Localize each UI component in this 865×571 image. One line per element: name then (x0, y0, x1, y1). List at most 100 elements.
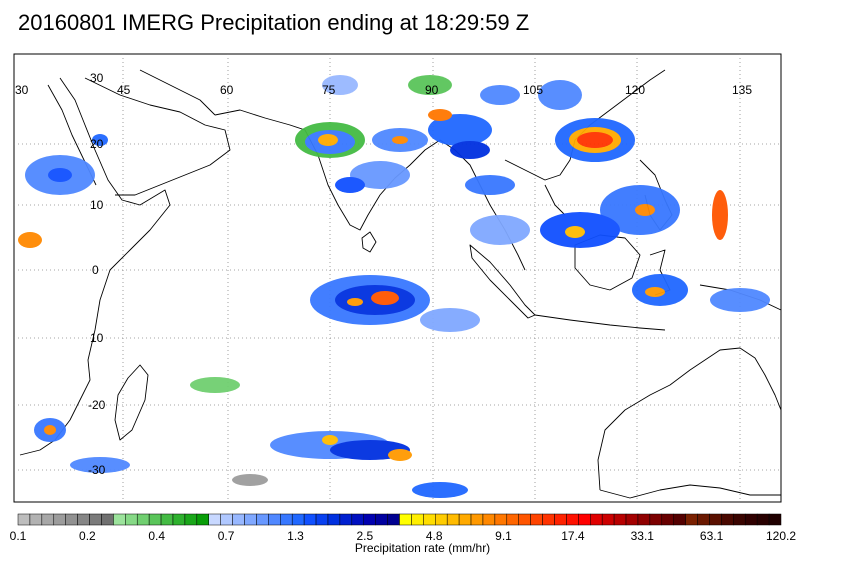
colorbar-swatch (435, 513, 448, 526)
lat-label: -30 (88, 463, 106, 477)
colorbar-tick-label: 17.4 (561, 529, 585, 543)
colorbar-swatch (101, 513, 114, 526)
colorbar-tick-label: 4.8 (426, 529, 443, 543)
colorbar-swatch (196, 513, 210, 526)
colorbar-swatch (423, 513, 436, 526)
colorbar-swatch (375, 513, 388, 526)
colorbar-swatch (518, 513, 531, 526)
colorbar-swatch (661, 513, 674, 526)
colorbar-swatch (625, 513, 639, 526)
colorbar-tick-label: 120.2 (766, 529, 796, 543)
colorbar-tick-label: 0.4 (148, 529, 165, 543)
longitude-labels: 30 30 45 60 75 90 105 120 135 (15, 71, 752, 97)
colorbar-swatch (470, 513, 484, 526)
colorbar-swatch (363, 513, 376, 526)
colorbar-swatch (768, 513, 782, 526)
colorbar-swatch (208, 513, 221, 526)
colorbar-swatch (649, 513, 663, 526)
colorbar-swatch (339, 513, 353, 526)
colorbar-swatch (113, 513, 126, 526)
colorbar-swatch (482, 513, 496, 526)
lon-label: 75 (322, 83, 336, 97)
colorbar-swatch (387, 513, 400, 526)
colorbar-tick-label: 63.1 (700, 529, 724, 543)
lon-label: 30 (15, 83, 29, 97)
colorbar-swatch (756, 513, 770, 526)
colorbar-tick-label: 2.5 (356, 529, 373, 543)
colorbar-swatch (148, 513, 162, 526)
colorbar-title: Precipitation rate (mm/hr) (354, 541, 491, 555)
colorbar-tick-label: 1.3 (287, 529, 304, 543)
lon-label: 120 (625, 83, 645, 97)
lon-label: 105 (523, 83, 543, 97)
colorbar-swatch (303, 513, 317, 526)
lat-label: 10 (90, 198, 104, 212)
colorbar-swatch (136, 513, 150, 526)
colorbar-swatch (29, 513, 43, 526)
colorbar-caption: Precipitation rate (mm/hr) (0, 541, 865, 555)
colorbar-swatch (637, 513, 651, 526)
colorbar-swatch (494, 513, 508, 526)
colorbar-swatch (280, 513, 293, 526)
colorbar-swatch (673, 513, 686, 526)
map-title: 20160801 IMERG Precipitation ending at 1… (18, 10, 530, 35)
colorbar-swatch (327, 513, 341, 526)
lon-label: 90 (425, 83, 439, 97)
colorbar-swatch (733, 513, 746, 526)
lon-label: 30 (90, 71, 104, 85)
colorbar-swatch (542, 513, 555, 526)
colorbar-swatch (125, 513, 138, 526)
colorbar-swatch (351, 513, 364, 526)
colorbar-swatches (17, 513, 782, 526)
colorbar-tick-label: 0.1 (10, 529, 27, 543)
precipitation-field (18, 75, 770, 498)
lon-label: 60 (220, 83, 234, 97)
colorbar-swatch (184, 513, 198, 526)
colorbar-swatch (578, 513, 591, 526)
colorbar-swatch (709, 513, 722, 526)
colorbar-tick-label: 33.1 (631, 529, 655, 543)
lat-label: 0 (92, 263, 99, 277)
colorbar-swatch (89, 513, 102, 526)
colorbar-swatch (65, 513, 78, 526)
colorbar-swatch (41, 513, 55, 526)
colorbar-swatch (721, 513, 734, 526)
colorbar-swatch (315, 513, 329, 526)
colorbar-swatch (697, 513, 710, 526)
colorbar-swatch (446, 513, 460, 526)
colorbar-swatch (77, 513, 90, 526)
lat-label: -20 (88, 398, 106, 412)
colorbar-swatch (506, 513, 519, 526)
colorbar-swatch (566, 513, 579, 526)
colorbar-swatch (685, 513, 698, 526)
lon-label: 45 (117, 83, 131, 97)
colorbar-tick-label: 9.1 (495, 529, 512, 543)
colorbar-tick-label: 0.7 (218, 529, 235, 543)
colorbar-swatch (291, 513, 305, 526)
colorbar-ticks: 0.1 0.2 0.4 0.7 1.3 2.5 4.8 9.1 17.4 33.1 63.1 120.… (10, 529, 797, 543)
colorbar-swatch (244, 513, 257, 526)
graticule (14, 54, 781, 502)
lat-label: 10 (90, 331, 104, 345)
lat-label: 20 (90, 137, 104, 151)
colorbar-swatch (590, 513, 603, 526)
colorbar-swatch (530, 513, 543, 526)
colorbar-swatch (17, 513, 31, 526)
colorbar-swatch (601, 513, 615, 526)
colorbar-swatch (399, 513, 412, 526)
colorbar-swatch (53, 513, 66, 526)
colorbar-swatch (256, 513, 269, 526)
colorbar-swatch (160, 513, 174, 526)
lon-label: 135 (732, 83, 752, 97)
colorbar-swatch (458, 513, 472, 526)
colorbar-swatch (172, 513, 186, 526)
colorbar-swatch (411, 513, 424, 526)
colorbar-swatch (232, 513, 245, 526)
colorbar-swatch (220, 513, 233, 526)
colorbar-swatch (268, 513, 281, 526)
colorbar-swatch (744, 513, 758, 526)
colorbar-tick-label: 0.2 (79, 529, 96, 543)
colorbar-swatch (554, 513, 567, 526)
